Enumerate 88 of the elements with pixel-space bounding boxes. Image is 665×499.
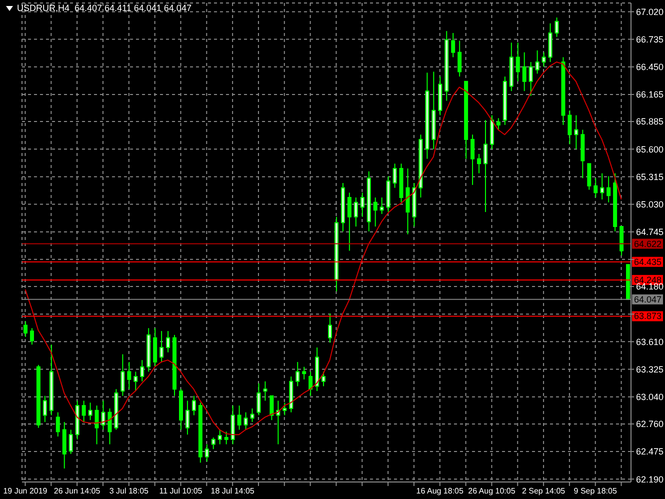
chart-title: USDRUR,H4 64.407 64.411 64.041 64.047 <box>17 3 192 13</box>
y-tick-label: 67.020 <box>636 6 664 17</box>
candlestick <box>101 400 106 430</box>
candlestick <box>127 362 132 390</box>
candlestick <box>88 402 92 421</box>
candlestick <box>392 163 397 188</box>
candlestick <box>30 328 34 346</box>
line-series <box>24 62 622 436</box>
ref-line-label: 64.622 <box>634 238 662 249</box>
y-tick-label: 65.315 <box>636 172 664 182</box>
candlestick <box>516 42 520 82</box>
y-tick-label: 62.760 <box>636 419 664 430</box>
x-tick-label: 26 Jun 14:05 <box>54 486 101 496</box>
candlestick <box>458 40 462 78</box>
candlestick <box>68 429 73 454</box>
y-tick-label: 66.165 <box>636 90 664 100</box>
y-tick-label: 63.325 <box>636 364 664 374</box>
candlestick <box>282 402 287 416</box>
candlestick <box>302 366 306 380</box>
y-tick-label: 65.600 <box>636 144 664 154</box>
candlestick <box>160 330 164 363</box>
candlestick <box>204 444 209 462</box>
candlestick <box>211 436 216 450</box>
candlestick <box>360 192 364 218</box>
candlestick <box>108 408 112 445</box>
candlestick <box>522 52 526 92</box>
y-tick-label: 65.885 <box>636 116 664 127</box>
candlestick <box>237 405 242 430</box>
candlestick <box>606 176 611 203</box>
x-tick-label: 3 Jul 18:05 <box>109 486 150 496</box>
candlestick <box>94 405 99 445</box>
candlestick <box>483 120 488 213</box>
candlestick <box>185 400 190 436</box>
candlestick <box>477 153 482 174</box>
candlestick <box>256 382 261 416</box>
candlestick <box>594 178 598 198</box>
candlestick <box>528 62 533 96</box>
candlestick <box>296 362 300 387</box>
y-tick-label: 64.745 <box>636 227 664 238</box>
x-tick-label: 19 Jun 2019 <box>3 486 48 496</box>
y-tick-label: 62.475 <box>636 446 664 457</box>
candlestick <box>42 395 47 423</box>
y-tick-label: 65.030 <box>636 199 664 210</box>
y-tick-label: 62.190 <box>636 474 664 484</box>
candlestick <box>166 330 170 353</box>
candlestick <box>24 320 28 338</box>
y-tick-label: 66.450 <box>636 62 664 72</box>
candlestick <box>496 118 500 130</box>
candlestick <box>322 371 326 387</box>
y-tick-label: 66.735 <box>636 34 664 44</box>
candlestick <box>244 412 248 430</box>
y-tick-label: 63.610 <box>636 336 664 347</box>
candlestick <box>451 32 456 58</box>
candlestick <box>542 52 546 68</box>
x-tick-label: 26 Aug 10:05 <box>468 486 516 496</box>
candlestick <box>347 192 352 252</box>
candlestick <box>224 431 228 445</box>
candlestick <box>250 408 254 423</box>
candlestick <box>218 429 222 445</box>
candlestick <box>120 354 125 396</box>
candlestick <box>554 17 559 38</box>
x-tick-label: 9 Sep 18:05 <box>574 486 618 496</box>
ref-line-label: 64.047 <box>634 294 662 304</box>
candlestick <box>328 313 332 344</box>
candlestick <box>263 380 268 402</box>
y-tick-label: 63.040 <box>636 392 664 402</box>
candlestick <box>568 110 572 145</box>
x-tick-label: 2 Sep 14:05 <box>522 486 566 496</box>
candlestick <box>380 197 384 214</box>
x-tick-label: 11 Jul 10:05 <box>159 486 203 496</box>
candlestick <box>82 400 86 423</box>
ref-line-label: 63.873 <box>634 311 662 322</box>
candlestick <box>373 197 378 228</box>
candlestick <box>574 114 578 150</box>
candlestick <box>270 395 274 421</box>
candlestick <box>192 395 196 416</box>
x-tick-label: 18 Jul 14:05 <box>210 486 255 496</box>
candlestick <box>354 197 358 228</box>
candlestick <box>600 172 604 200</box>
candlestick <box>535 50 540 74</box>
candlestick <box>134 371 138 392</box>
candlestick <box>587 163 592 190</box>
x-tick-label: 16 Aug 18:05 <box>416 486 464 496</box>
ref-line-label: 64.435 <box>634 256 662 267</box>
candlestick <box>56 412 60 438</box>
candlestick <box>308 371 313 396</box>
candlestick <box>470 134 475 186</box>
candlestick <box>140 360 144 382</box>
